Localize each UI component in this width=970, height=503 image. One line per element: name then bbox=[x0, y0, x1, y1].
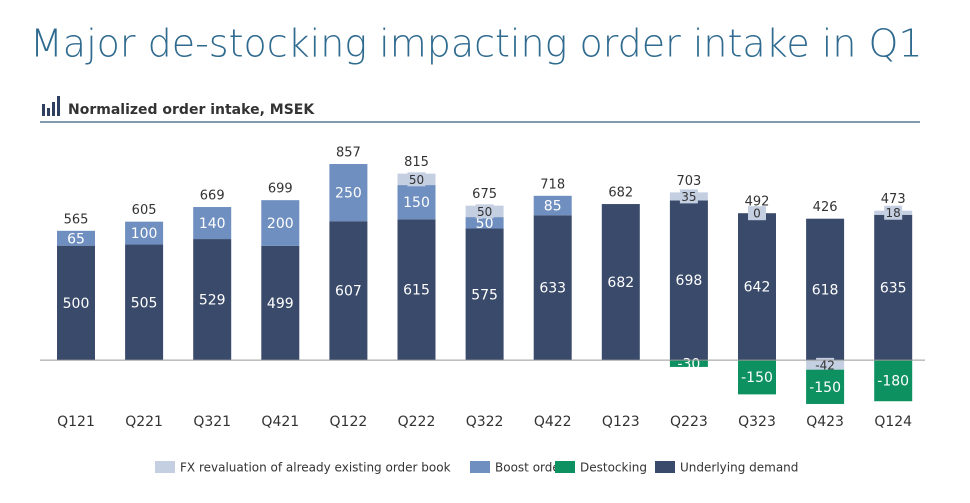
x-tick-label: Q223 bbox=[670, 414, 708, 430]
segment-label: 65 bbox=[67, 231, 85, 247]
segment-label: 200 bbox=[267, 216, 294, 232]
subtitle-icon bbox=[42, 96, 60, 116]
x-tick-label: Q122 bbox=[330, 414, 368, 430]
segment-label: 633 bbox=[539, 281, 566, 297]
legend-swatch bbox=[470, 461, 490, 473]
total-label: 815 bbox=[404, 155, 429, 170]
x-tick-label: Q121 bbox=[57, 414, 95, 430]
x-tick-label: Q423 bbox=[806, 414, 844, 430]
segment-label: -30 bbox=[677, 356, 700, 372]
total-label: 718 bbox=[540, 177, 565, 192]
x-tick-label: Q323 bbox=[738, 414, 776, 430]
total-label: 699 bbox=[268, 182, 293, 197]
legend-label: FX revaluation of already existing order… bbox=[180, 461, 451, 475]
total-label: 473 bbox=[881, 192, 906, 207]
segment-label: 50 bbox=[409, 173, 424, 187]
total-label: 675 bbox=[472, 187, 497, 202]
chart-title: Major de-stocking impacting order intake… bbox=[30, 22, 923, 66]
x-tick-label: Q322 bbox=[466, 414, 504, 430]
segment-label: 635 bbox=[880, 280, 907, 296]
segment-label: 642 bbox=[744, 280, 771, 296]
x-tick-label: Q222 bbox=[398, 414, 436, 430]
legend-swatch bbox=[655, 461, 675, 473]
segment-label: 18 bbox=[886, 206, 901, 220]
x-tick-label: Q421 bbox=[261, 414, 299, 430]
x-tick-label: Q422 bbox=[534, 414, 572, 430]
segment-label: 682 bbox=[607, 275, 634, 291]
chart-subtitle: Normalized order intake, MSEK bbox=[68, 102, 315, 118]
segment-label: 140 bbox=[199, 216, 226, 232]
segment-label: 499 bbox=[267, 296, 294, 312]
legend-swatch bbox=[155, 461, 175, 473]
segment-label: 35 bbox=[681, 190, 696, 204]
segment-label: 505 bbox=[131, 295, 158, 311]
segment-label: 500 bbox=[63, 296, 90, 312]
total-label: 682 bbox=[608, 186, 633, 201]
segment-label: 698 bbox=[676, 273, 703, 289]
total-label: 492 bbox=[745, 195, 770, 210]
segment-label: 85 bbox=[544, 199, 562, 215]
total-label: 857 bbox=[336, 146, 361, 161]
segment-label: 615 bbox=[403, 283, 430, 299]
legend-swatch bbox=[555, 461, 575, 473]
total-label: 565 bbox=[64, 212, 89, 227]
segment-label: 575 bbox=[471, 287, 498, 303]
segment-label: -150 bbox=[741, 370, 773, 386]
legend-label: Underlying demand bbox=[680, 461, 798, 475]
legend-label: Destocking bbox=[580, 461, 647, 475]
total-label: 669 bbox=[200, 189, 225, 204]
segment-label: -180 bbox=[877, 374, 909, 390]
total-label: 703 bbox=[676, 174, 701, 189]
x-tick-label: Q124 bbox=[874, 414, 912, 430]
x-tick-label: Q123 bbox=[602, 414, 640, 430]
x-tick-label: Q321 bbox=[193, 414, 231, 430]
segment-label: 607 bbox=[335, 284, 362, 300]
total-label: 426 bbox=[813, 200, 838, 215]
total-label: 605 bbox=[132, 203, 157, 218]
segment-label: 529 bbox=[199, 293, 226, 309]
segment-label: -150 bbox=[809, 380, 841, 396]
segment-label: 50 bbox=[477, 205, 492, 219]
segment-label: 618 bbox=[812, 282, 839, 298]
segment-label: 100 bbox=[131, 226, 158, 242]
x-tick-label: Q221 bbox=[125, 414, 163, 430]
segment-label: 250 bbox=[335, 186, 362, 202]
segment-label: 150 bbox=[403, 195, 430, 211]
